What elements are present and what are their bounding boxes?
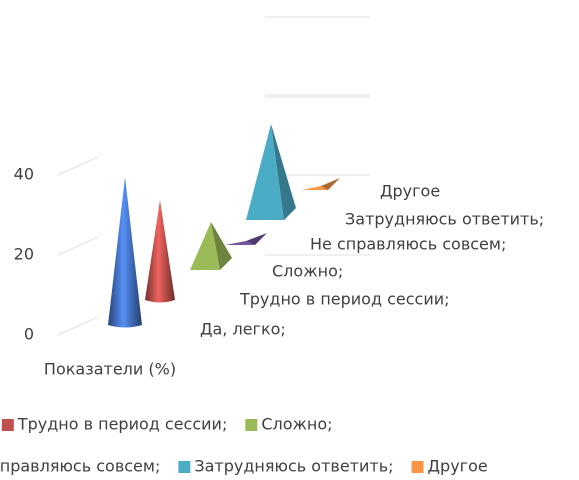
- pyramid: [225, 233, 267, 245]
- legend-swatch: [1, 419, 14, 431]
- data-label: Затрудняюсь ответить;: [345, 210, 544, 229]
- legend-label: Трудно в период сессии;: [17, 415, 228, 434]
- grid-line: [57, 316, 99, 336]
- legend-label: Не справляюсь совсем;: [0, 457, 160, 476]
- data-label: Сложно;: [272, 262, 343, 281]
- y-tick-label: 20: [14, 245, 34, 264]
- legend-swatch: [411, 461, 424, 473]
- pyramid-side: [321, 178, 340, 190]
- pyramid-side: [246, 233, 267, 245]
- grid-line: [57, 236, 99, 256]
- pyramid-front: [302, 186, 328, 190]
- data-label: Не справляюсь совсем;: [310, 235, 506, 254]
- y-tick-label: 0: [24, 325, 34, 344]
- legend-swatch: [178, 461, 191, 473]
- pyramid-side: [211, 222, 232, 270]
- pyramid-front: [190, 222, 220, 270]
- cone: [145, 200, 175, 303]
- pyramid: [190, 222, 232, 270]
- cone: [108, 177, 142, 328]
- legend-label: Затрудняюсь ответить;: [194, 457, 393, 476]
- data-label: Да, легко;: [200, 320, 286, 339]
- y-tick-label: 40: [14, 165, 34, 184]
- pyramid: [302, 178, 340, 190]
- data-label: Трудно в период сессии;: [239, 290, 450, 309]
- data-label: Другое: [380, 182, 440, 201]
- legend-swatch: [245, 419, 258, 431]
- category-label: Показатели (%): [44, 360, 176, 379]
- pyramid: [246, 124, 296, 220]
- legend-label: Другое: [428, 457, 488, 476]
- pyramid-side: [271, 124, 296, 220]
- pyramid-front: [225, 241, 255, 245]
- grid-line: [57, 156, 99, 176]
- pyramid-front: [246, 124, 284, 220]
- legend-label: Сложно;: [261, 415, 332, 434]
